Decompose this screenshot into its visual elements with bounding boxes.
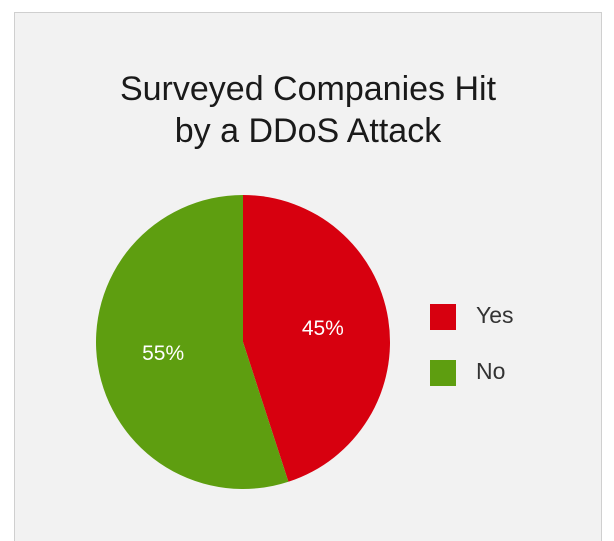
chart-title: Surveyed Companies Hit by a DDoS Attack: [15, 68, 601, 152]
slice-label-yes: 45%: [302, 317, 344, 340]
legend: Yes No: [430, 302, 514, 386]
pie-slice-labels: 45% 55%: [142, 317, 344, 365]
pie-slice-yes: [243, 195, 390, 482]
pie-slices: [95, 195, 390, 489]
legend-label-yes: Yes: [476, 302, 514, 328]
slice-label-no: 55%: [142, 342, 184, 365]
chart-title-line-1: Surveyed Companies Hit: [119, 70, 497, 108]
chart-title-line-2: by a DDoS Attack: [174, 112, 442, 150]
pie-slice-no: [95, 195, 289, 489]
legend-label-no: No: [476, 358, 505, 384]
legend-swatch-yes: [430, 304, 456, 330]
legend-swatch-no: [430, 360, 456, 386]
